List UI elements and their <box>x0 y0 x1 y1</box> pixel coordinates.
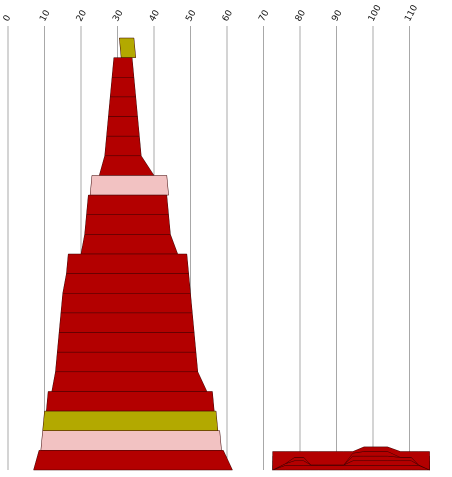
main-layer-6 <box>104 135 142 157</box>
tick-label-100: 100 <box>367 3 384 23</box>
main-layer-5 <box>106 116 140 137</box>
main-layer-13 <box>62 273 191 294</box>
main-layer-2 <box>111 57 135 78</box>
tick-label-40: 40 <box>148 8 162 23</box>
main-layer-3 <box>109 77 137 98</box>
tick-label-10: 10 <box>38 8 52 23</box>
main-layer-11 <box>80 234 179 255</box>
main-layer-19 <box>46 391 215 412</box>
lower-profile-series <box>272 446 430 471</box>
main-layer-14 <box>60 293 193 314</box>
main-profile-series <box>33 37 233 471</box>
tick-label-60: 60 <box>221 8 235 23</box>
tick-label-110: 110 <box>403 3 420 23</box>
main-layer-10 <box>84 214 171 235</box>
x-axis-tick-labels: 0 10 20 30 40 50 60 70 80 90 100 110 <box>2 3 421 23</box>
main-layer-22 <box>33 450 233 471</box>
tick-label-0: 0 <box>2 13 14 23</box>
tick-label-50: 50 <box>184 8 198 23</box>
main-layer-1 <box>119 37 137 58</box>
tick-label-20: 20 <box>75 8 89 23</box>
main-layer-18 <box>51 371 208 392</box>
tick-label-30: 30 <box>111 8 125 23</box>
main-layer-15 <box>58 312 195 333</box>
main-layer-7 <box>98 155 155 176</box>
main-layer-12 <box>66 253 189 274</box>
main-layer-17 <box>55 351 199 373</box>
lower-band-5 <box>272 446 430 471</box>
main-layer-4 <box>108 96 138 117</box>
main-layer-9 <box>86 194 169 215</box>
main-layer-16 <box>57 332 197 353</box>
main-layer-21 <box>40 430 222 451</box>
main-layer-8 <box>89 175 169 196</box>
lower-band-1 <box>272 465 430 471</box>
tick-label-80: 80 <box>294 8 308 23</box>
tick-label-70: 70 <box>257 8 271 23</box>
tick-label-90: 90 <box>330 8 344 23</box>
main-layer-20 <box>42 410 219 431</box>
